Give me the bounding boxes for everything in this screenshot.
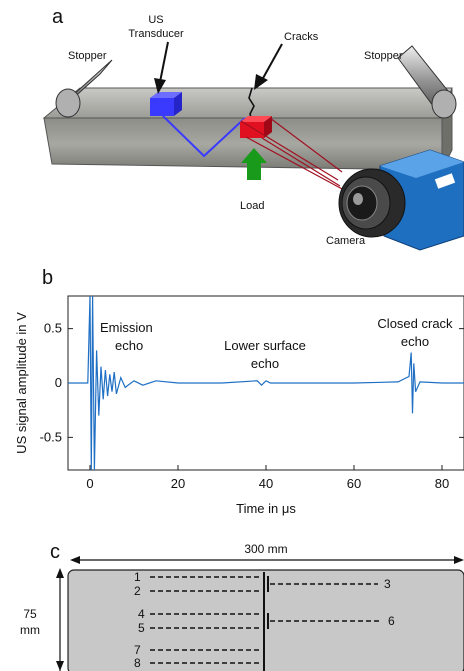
setup-diagram: a [42,6,464,251]
crack-label-7: 7 [134,643,141,657]
x-tick-label: 40 [259,476,273,491]
y-axis-label: US signal amplitude in V [14,312,29,454]
closed-crack-label-1: Closed crack [377,316,453,331]
measurement-lines [150,576,382,664]
x-axis-label: Time in μs [236,501,296,516]
us-signal-chart: b 0.5 0 -0.5 0 20 40 60 80 Time in μs US signa… [14,267,464,516]
height-value-label: 75 [23,607,37,621]
x-tick-label: 80 [435,476,449,491]
x-tick-label: 20 [171,476,185,491]
panel-b-label: b [42,267,53,289]
crack-label-1: 1 [134,570,141,584]
stopper-left-label: Stopper [68,50,107,62]
lower-surface-label-2: echo [251,356,279,371]
panel-a-label: a [52,6,64,28]
load-arrow [241,148,267,180]
us-transducer [150,92,182,116]
camera-view-lines [240,117,345,191]
crack-label-6: 6 [388,614,395,628]
lower-surface-label-1: Lower surface [224,338,306,353]
y-axis-ticks: 0.5 0 -0.5 [40,321,464,444]
height-unit-label: mm [20,623,40,637]
panel-b-signal-chart: b 0.5 0 -0.5 0 20 40 60 80 Time in μs US signa… [0,262,464,532]
width-dimension-label: 300 mm [244,542,287,556]
panel-a-setup-illustration: a [0,0,464,262]
cracks-pointer-arrow [254,43,283,90]
crack-label-8: 8 [134,656,141,670]
emission-echo-label-2: echo [115,338,143,353]
crack-label-3: 3 [384,577,391,591]
ultrasound-path [162,115,246,158]
camera-illustration [338,149,464,251]
emission-echo-label-1: Emission [100,320,153,335]
cracks-label: Cracks [284,31,319,43]
closed-crack-label-2: echo [401,334,429,349]
metal-beam [42,87,453,171]
y-tick-label: 0.5 [44,321,62,336]
crack-schematic: c 300 mm 75 mm [20,541,464,671]
crack-label-5: 5 [138,621,145,635]
right-stopper [397,45,457,119]
x-axis-ticks: 0 20 40 60 80 [86,465,449,491]
height-dimension-arrow [56,568,64,671]
panel-c-label: c [50,541,60,563]
crack-label-2: 2 [134,584,141,598]
load-point [240,116,272,138]
left-stopper [55,59,113,118]
y-tick-label: 0 [55,375,62,390]
width-dimension-arrow [70,556,464,564]
transducer-label-line2: Transducer [128,28,184,40]
y-tick-label: -0.5 [40,429,62,444]
camera-label: Camera [326,235,366,247]
signal-line [68,295,464,471]
crack-label-4: 4 [138,607,145,621]
transducer-label-line1: US [148,14,163,26]
load-label: Load [240,200,264,212]
x-tick-label: 60 [347,476,361,491]
x-tick-label: 0 [86,476,93,491]
panel-c-crack-schematic: c 300 mm 75 mm [0,532,464,671]
stopper-right-label: Stopper [364,50,403,62]
specimen-rectangle [67,569,464,671]
transducer-pointer-arrow [154,41,169,94]
